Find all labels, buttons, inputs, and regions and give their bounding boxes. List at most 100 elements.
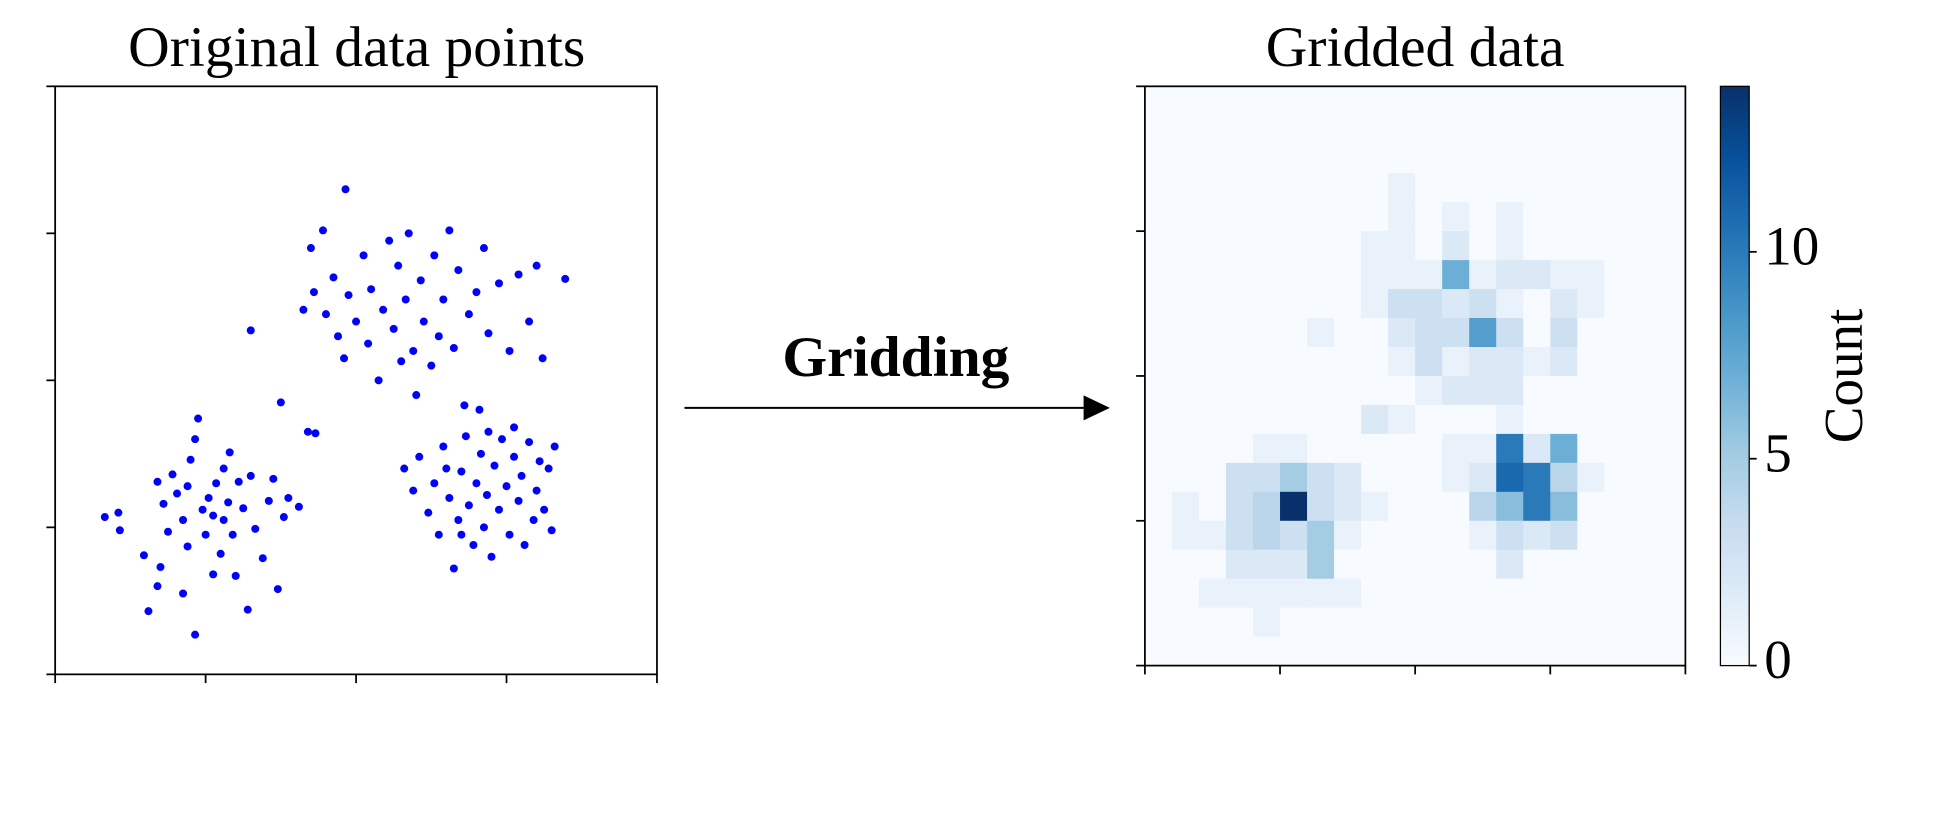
cell [1198, 607, 1227, 638]
cell [1631, 173, 1659, 203]
point [164, 527, 173, 536]
cell [1550, 202, 1578, 232]
cell [1334, 607, 1362, 638]
cell [1252, 549, 1281, 580]
cell [1280, 404, 1308, 435]
cell [1415, 375, 1443, 406]
cell [1198, 260, 1227, 290]
chart-title: Original data points [128, 16, 585, 79]
cell [1361, 318, 1389, 348]
point [246, 326, 255, 335]
cell [1334, 549, 1362, 580]
cell [1252, 202, 1281, 232]
cell [1496, 636, 1524, 666]
cell [1252, 231, 1281, 261]
cell [1631, 607, 1659, 638]
cell [1225, 607, 1254, 638]
point [514, 496, 523, 505]
point [204, 493, 213, 502]
point [430, 479, 439, 488]
cell [1631, 202, 1659, 232]
cell [1658, 289, 1686, 319]
cell [1334, 491, 1362, 522]
cell [1658, 231, 1686, 261]
cell [1144, 636, 1173, 666]
cell [1252, 144, 1281, 174]
cell [1469, 86, 1497, 116]
cell [1171, 404, 1200, 435]
cell [1415, 347, 1443, 377]
point [239, 504, 248, 513]
colorbar-tick-label: 5 [1764, 422, 1792, 483]
cell [1658, 433, 1686, 464]
point [419, 317, 428, 326]
cell [1415, 607, 1443, 638]
cell [1550, 144, 1578, 174]
cell [1496, 231, 1524, 261]
cell [1523, 375, 1551, 406]
point [329, 273, 338, 282]
cell [1334, 462, 1362, 493]
cell [1144, 607, 1173, 638]
point [400, 464, 409, 473]
point [191, 435, 200, 444]
cell [1604, 375, 1632, 406]
point [186, 455, 195, 464]
cell [1469, 260, 1497, 290]
cell [1577, 86, 1605, 116]
cell [1415, 231, 1443, 261]
cell [1388, 260, 1416, 290]
point [547, 526, 556, 535]
cell [1361, 173, 1389, 203]
point [273, 585, 282, 594]
cell [1307, 86, 1335, 116]
cell [1469, 115, 1497, 145]
point [561, 274, 570, 283]
cell [1252, 636, 1281, 666]
cell [1523, 607, 1551, 638]
point [439, 295, 448, 304]
cell [1577, 347, 1605, 377]
cell [1280, 375, 1308, 406]
point [461, 432, 470, 441]
cell [1523, 202, 1551, 232]
cell [1388, 289, 1416, 319]
cell [1496, 318, 1524, 348]
cell [1388, 318, 1416, 348]
cell [1252, 404, 1281, 435]
cell [1225, 578, 1254, 609]
cell [1388, 231, 1416, 261]
cell [1225, 520, 1254, 551]
cell [1469, 289, 1497, 319]
point [276, 398, 285, 407]
cell [1334, 404, 1362, 435]
point [306, 244, 315, 253]
point [464, 310, 473, 319]
cell [1171, 318, 1200, 348]
cell [1523, 491, 1551, 522]
cell [1469, 578, 1497, 609]
cell [1604, 289, 1632, 319]
point [401, 295, 410, 304]
cell [1198, 375, 1227, 406]
cell [1198, 115, 1227, 145]
cell [1442, 404, 1470, 435]
cell [1442, 231, 1470, 261]
cell [1144, 462, 1173, 493]
point [269, 474, 278, 483]
cell [1144, 173, 1173, 203]
cell [1550, 86, 1578, 116]
cell [1388, 578, 1416, 609]
cell [1442, 289, 1470, 319]
point [374, 376, 383, 385]
cell [1442, 549, 1470, 580]
cell [1361, 636, 1389, 666]
cell [1442, 433, 1470, 464]
cell [1658, 173, 1686, 203]
cell [1171, 260, 1200, 290]
cell [1658, 636, 1686, 666]
cell [1388, 607, 1416, 638]
cell [1225, 173, 1254, 203]
cell [1415, 404, 1443, 435]
cell [1334, 375, 1362, 406]
